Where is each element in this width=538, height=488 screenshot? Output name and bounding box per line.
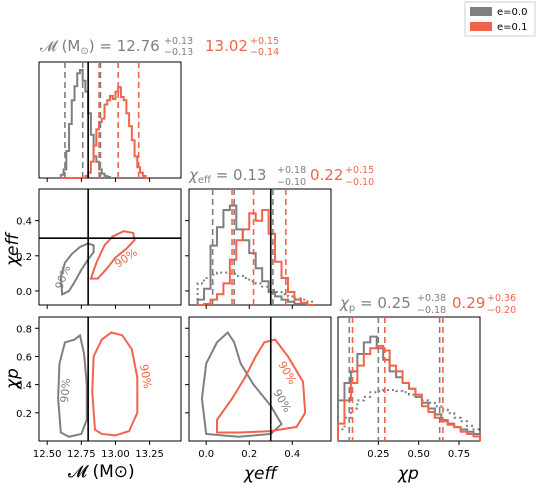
y-chip-tick-label: 0.8 (16, 324, 32, 335)
contour-chieff-chip-e1 (215, 338, 307, 434)
header-chip: χp = 0.25 +0.38 −0.18 0.29 +0.36 −0.20 (339, 293, 516, 316)
header-chieff: χeff = 0.13 +0.18 −0.10 0.22 +0.15 −0.10 (188, 165, 374, 188)
hist-mc-e1 (60, 86, 149, 179)
y-chip-tick-label: 0.2 (16, 409, 32, 420)
header-chieff-e1-sup: +0.15 (345, 165, 374, 176)
hist-chieff-e0 (196, 204, 314, 306)
header-mc: 𝓜 (M⊙) = 12.76 +0.13 −0.13 13.02 +0.15 −… (40, 36, 279, 58)
panel-chip-hist (337, 316, 481, 442)
x-mc-tick-label: 12.75 (67, 449, 96, 460)
x-chip-tick-label: 0.25 (367, 449, 389, 460)
legend-swatch-e1 (470, 22, 492, 31)
panel-chieff-hist (188, 188, 332, 306)
x-mc-tick-label: 13.00 (101, 449, 130, 460)
header-chip-e1-sup: +0.36 (487, 293, 516, 304)
panel-chieff-chip (188, 316, 332, 442)
header-mc-e0: 𝓜 (M⊙) = 12.76 (40, 37, 160, 57)
y-chip-tick-label: 0.4 (16, 381, 32, 392)
contour-mc-chieff-e1 (89, 230, 136, 280)
contour-label-mc-chip-e1: 90% (137, 363, 154, 389)
header-mc-e0-sup: +0.13 (164, 36, 193, 47)
header-chieff-e1-sub: −0.10 (345, 177, 374, 188)
hist-chieff-e1 (197, 208, 314, 306)
y-chip-tick-label: 0.6 (16, 352, 32, 363)
header-chip-e1-sub: −0.20 (487, 305, 516, 316)
xlabel-mc: 𝓜 (M⊙) (68, 462, 135, 482)
y-chieff-tick-label: 0.4 (16, 217, 32, 228)
legend-label-e1: e=0.1 (497, 22, 527, 33)
contour-mc-chip-e1 (91, 331, 139, 437)
header-chip-e1: 0.29 (452, 294, 485, 312)
x-chieff-tick-label: 0.0 (198, 449, 214, 460)
chart-marks: 90%90%90%90%90%90%12.50 12.75 13.00 13.25 0.… (16, 62, 481, 460)
panel-mc-chip (38, 316, 182, 442)
header-chip-e0-sup: +0.38 (417, 293, 446, 304)
header-mc-e1-sup: +0.15 (250, 36, 279, 47)
header-chip-e0-sub: −0.18 (417, 305, 446, 316)
x-chip-tick-label: 0.50 (408, 449, 430, 460)
y-chieff-tick-label: 0.0 (16, 287, 32, 298)
header-mc-e1-sub: −0.14 (250, 47, 279, 58)
header-mc-e0-sub: −0.13 (164, 47, 193, 58)
contour-label-mc-chieff-e1: 90% (112, 246, 139, 271)
header-chieff-e0-sub: −0.10 (277, 177, 306, 188)
header-chieff-e0-sup: +0.18 (277, 165, 306, 176)
header-chip-e0: χp = 0.25 (339, 294, 411, 314)
legend-swatch-e0 (470, 7, 492, 16)
contour-mc-chip-e0 (57, 333, 88, 438)
ylabel-chieff: χeff (3, 231, 23, 267)
x-mc-tick-label: 12.50 (33, 449, 62, 460)
contour-label-mc-chip-e0: 90% (58, 378, 73, 403)
hist-mc-e0 (59, 69, 149, 179)
x-chieff-tick-label: 0.4 (284, 449, 300, 460)
y-chieff-tick-label: 0.2 (16, 252, 32, 263)
contour-mc-chieff-e0 (59, 242, 95, 297)
contour-label-chieff-chip-e1: 90% (275, 359, 298, 387)
header-chieff-e0: χeff = 0.13 (188, 166, 266, 186)
hist-chip-e1 (337, 344, 481, 441)
ylabel-chip: χp (3, 368, 23, 390)
panel-mc-chieff (38, 188, 182, 306)
xlabel-chieff: χeff (243, 464, 279, 484)
header-chieff-e1: 0.22 (310, 166, 343, 184)
contour-label-mc-chieff-e0: 90% (53, 264, 74, 291)
x-chieff-tick-label: 0.2 (241, 449, 257, 460)
panel-mc-hist (38, 61, 182, 179)
xlabel-chip: χp (397, 464, 419, 484)
legend: e=0.0 e=0.1 (464, 1, 536, 37)
legend-label-e0: e=0.0 (497, 7, 527, 18)
hist-chip-prior (337, 388, 481, 441)
x-chip-tick-label: 0.75 (448, 449, 470, 460)
x-mc-tick-label: 13.25 (135, 449, 164, 460)
header-mc-e1: 13.02 (205, 37, 248, 55)
